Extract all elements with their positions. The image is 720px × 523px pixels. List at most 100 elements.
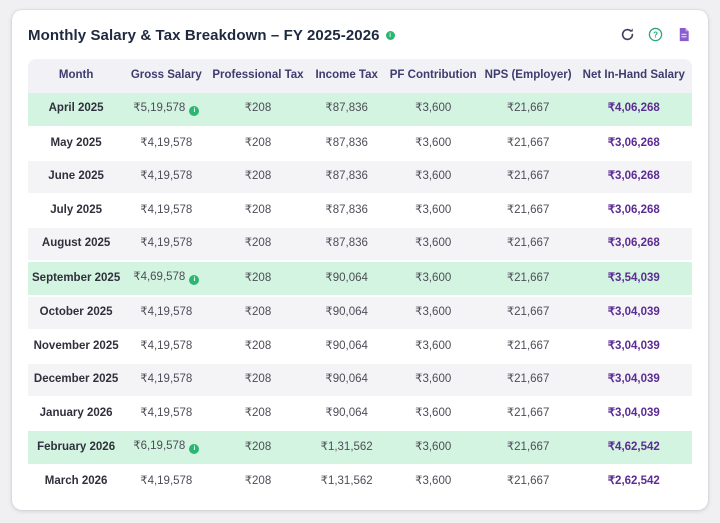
month-cell: June 2025 [28, 161, 125, 195]
nps-employer-cell: ₹21,667 [480, 92, 576, 128]
net-salary-cell: ₹4,62,542 [575, 431, 692, 467]
gross-value: ₹4,19,578 [140, 170, 193, 183]
professional-tax-cell: ₹208 [208, 194, 308, 229]
table-row: September 2025 ₹4,69,578 i ₹208 ₹90,064 ₹… [28, 261, 692, 297]
gross-value: ₹4,19,578 [140, 203, 193, 216]
nps-employer-cell: ₹21,667 [480, 297, 576, 331]
gross-salary-cell: ₹6,19,578 i [124, 431, 209, 467]
pf-contribution-cell: ₹3,600 [385, 397, 481, 431]
pf-contribution-cell: ₹3,600 [385, 330, 481, 364]
month-cell: February 2026 [28, 431, 125, 467]
gross-value: ₹6,19,578 [133, 440, 186, 452]
net-salary-cell: ₹4,06,268 [575, 92, 692, 128]
salary-increase-dot-icon[interactable]: i [189, 275, 200, 285]
professional-tax-cell: ₹208 [208, 364, 308, 398]
table-header-row: Month Gross Salary Professional Tax Inco… [28, 59, 692, 93]
column-header-net-in-hand-salary: Net In-Hand Salary [575, 59, 692, 93]
nps-employer-cell: ₹21,667 [480, 228, 576, 262]
pf-contribution-cell: ₹3,600 [385, 194, 481, 229]
professional-tax-cell: ₹208 [208, 161, 308, 195]
column-header-income-tax: Income Tax [307, 59, 386, 93]
document-icon [677, 27, 691, 45]
pf-contribution-cell: ₹3,600 [385, 297, 481, 331]
header-actions: ? [619, 27, 692, 44]
title-info-dot-icon[interactable]: i [385, 31, 395, 40]
salary-table: Month Gross Salary Professional Tax Inco… [28, 59, 692, 500]
nps-employer-cell: ₹21,667 [480, 330, 576, 364]
net-salary-cell: ₹3,54,039 [575, 261, 692, 297]
income-tax-cell: ₹87,836 [307, 228, 386, 262]
refresh-button[interactable] [619, 27, 636, 44]
net-salary-cell: ₹3,04,039 [575, 297, 692, 331]
nps-employer-cell: ₹21,667 [480, 194, 576, 229]
month-cell: July 2025 [28, 194, 125, 229]
month-cell: March 2026 [28, 466, 125, 500]
month-cell: November 2025 [28, 330, 125, 364]
gross-value: ₹4,19,578 [140, 136, 193, 149]
nps-employer-cell: ₹21,667 [480, 431, 576, 467]
income-tax-cell: ₹90,064 [307, 297, 386, 331]
gross-value: ₹4,69,578 [133, 270, 186, 283]
gross-value: ₹4,19,578 [140, 339, 193, 352]
table-row: February 2026 ₹6,19,578 i ₹208 ₹1,31,562 … [28, 431, 692, 467]
column-header-month: Month [28, 59, 125, 93]
net-salary-cell: ₹3,06,268 [575, 127, 692, 162]
salary-breakdown-card: Monthly Salary & Tax Breakdown – FY 2025… [12, 10, 708, 510]
month-cell: October 2025 [28, 297, 125, 331]
income-tax-cell: ₹90,064 [307, 364, 386, 398]
refresh-icon [620, 27, 635, 45]
net-salary-cell: ₹3,04,039 [575, 364, 692, 398]
net-salary-cell: ₹2,62,542 [575, 466, 692, 500]
column-header-nps-employer: NPS (Employer) [480, 59, 576, 93]
income-tax-cell: ₹90,064 [307, 261, 386, 297]
salary-increase-dot-icon[interactable]: i [189, 105, 200, 116]
professional-tax-cell: ₹208 [208, 228, 308, 262]
gross-salary-cell: ₹4,69,578 i [124, 261, 209, 297]
professional-tax-cell: ₹208 [208, 431, 308, 467]
net-salary-cell: ₹3,04,039 [575, 330, 692, 364]
net-salary-cell: ₹3,06,268 [575, 161, 692, 195]
income-tax-cell: ₹1,31,562 [307, 431, 386, 467]
pf-contribution-cell: ₹3,600 [385, 228, 481, 262]
export-button[interactable] [675, 27, 692, 44]
pf-contribution-cell: ₹3,600 [385, 466, 481, 500]
pf-contribution-cell: ₹3,600 [385, 161, 481, 195]
column-header-gross-salary: Gross Salary [124, 59, 209, 93]
month-cell: May 2025 [28, 127, 125, 162]
nps-employer-cell: ₹21,667 [480, 397, 576, 431]
help-button[interactable]: ? [647, 27, 664, 44]
svg-text:?: ? [653, 30, 658, 39]
month-cell: September 2025 [28, 261, 125, 297]
pf-contribution-cell: ₹3,600 [385, 127, 481, 162]
salary-increase-dot-icon[interactable]: i [189, 444, 200, 455]
month-cell: August 2025 [28, 228, 125, 262]
table-body: April 2025 ₹5,19,578 i ₹208 ₹87,836 ₹3,60… [28, 92, 692, 500]
month-cell: April 2025 [28, 92, 125, 128]
pf-contribution-cell: ₹3,600 [385, 364, 481, 398]
nps-employer-cell: ₹21,667 [480, 127, 576, 162]
income-tax-cell: ₹1,31,562 [307, 466, 386, 500]
professional-tax-cell: ₹208 [208, 330, 308, 364]
gross-value: ₹4,19,578 [140, 373, 193, 385]
nps-employer-cell: ₹21,667 [480, 261, 576, 297]
table-row: April 2025 ₹5,19,578 i ₹208 ₹87,836 ₹3,60… [28, 92, 692, 128]
professional-tax-cell: ₹208 [208, 297, 308, 331]
gross-value: ₹4,19,578 [140, 475, 193, 488]
net-salary-cell: ₹3,04,039 [575, 397, 692, 431]
professional-tax-cell: ₹208 [208, 92, 308, 128]
